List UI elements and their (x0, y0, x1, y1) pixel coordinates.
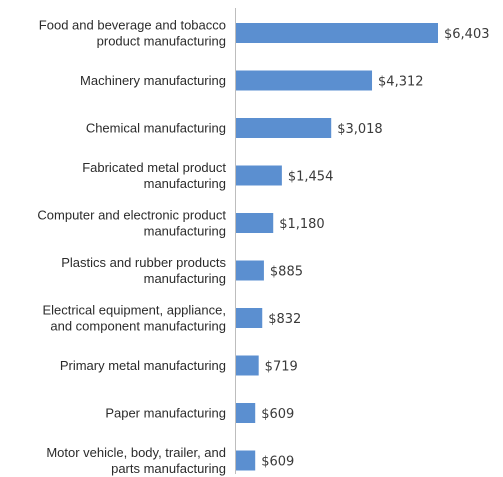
value-label-5: $885 (270, 265, 303, 280)
category-label-4: Computer and electronic product manufactu… (37, 208, 226, 239)
category-label-3: Fabricated metal product manufacturing (82, 160, 226, 191)
value-label-0: $6,403 (444, 27, 490, 42)
category-label-1: Machinery manufacturing (80, 73, 226, 88)
bar-7 (236, 355, 259, 376)
value-label-1: $4,312 (378, 75, 424, 90)
category-label-6: Electrical equipment, appliance, and comp… (42, 303, 226, 334)
bar-2 (236, 118, 332, 138)
bar-3 (236, 165, 282, 186)
bar-1 (236, 70, 373, 91)
value-labels-group: $6,403 $4,312 $3,018 $1,454 $1,180 $885 $832 $7… (261, 27, 489, 470)
bar-5 (236, 260, 264, 281)
value-label-2: $3,018 (337, 122, 383, 137)
bar-9 (236, 450, 256, 471)
value-label-9: $609 (261, 455, 294, 470)
bar-8 (236, 403, 256, 423)
category-label-8: Paper manufacturing (105, 406, 226, 421)
bar-4 (236, 213, 274, 233)
category-label-5: Plastics and rubber products manufacturin… (61, 255, 226, 286)
value-label-3: $1,454 (288, 170, 334, 185)
bar-6 (236, 308, 263, 328)
category-label-2: Chemical manufacturing (86, 121, 226, 136)
category-label-0: Food and beverage and tobacco product man… (39, 18, 226, 49)
bar-0 (236, 23, 438, 43)
category-labels-group: Food and beverage and tobacco product man… (37, 18, 226, 477)
value-label-8: $609 (261, 407, 294, 422)
value-label-6: $832 (268, 312, 301, 327)
category-label-7: Primary metal manufacturing (60, 358, 226, 373)
value-label-7: $719 (265, 360, 298, 375)
category-label-9: Motor vehicle, body, trailer, and parts m… (46, 445, 226, 476)
value-label-4: $1,180 (279, 217, 325, 232)
bars-group (236, 23, 438, 471)
